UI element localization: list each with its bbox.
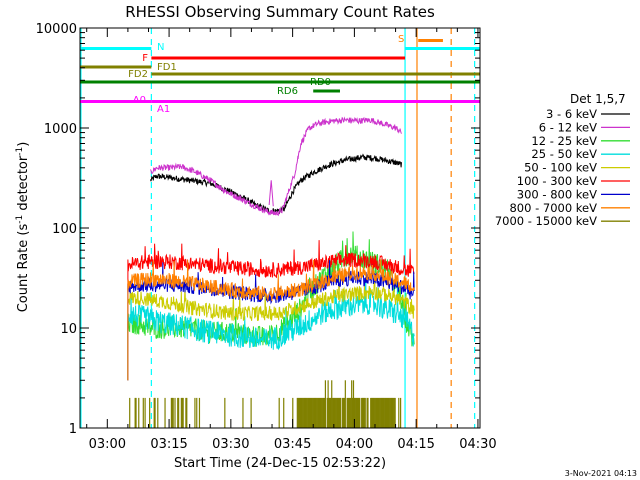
axes-layer: 1 10 100 1000 10000 03:00 03:15 03:30 03:45 04:00… [36, 22, 497, 452]
x-tick-label: 03:30 [212, 437, 249, 452]
legend-entry-label: 25 - 50 keV [531, 147, 597, 161]
series-spike [268, 180, 274, 207]
flag-label-fd2: FD2 [128, 69, 148, 80]
x-tick-label: 04:00 [336, 437, 373, 452]
series-line-7 [127, 259, 415, 381]
y-tick-label: 10 [60, 322, 77, 337]
series-line-0 [150, 153, 402, 215]
y-axis-label-part: detector [16, 155, 31, 215]
flag-label-rd6: RD6 [277, 86, 298, 97]
footer-date: 3-Nov-2021 04:13 [565, 469, 637, 478]
y-axis-label-sup: -1 [15, 147, 25, 156]
flag-label-a1: A1 [157, 104, 170, 115]
series-line-1 [150, 116, 402, 217]
x-tick-label: 03:00 [89, 437, 126, 452]
series-7000-15000-kev [129, 380, 402, 428]
y-axis-label-part: Count Rate (s [16, 224, 31, 313]
flag-label-f: F [142, 53, 148, 64]
x-tick-label: 04:30 [459, 437, 496, 452]
data-layer: N S F FD1 FD2 RD0 RD6 A0 A1 [80, 28, 480, 428]
x-axis-label: Start Time (24-Dec-15 02:53:22) [174, 456, 386, 471]
legend-entry-label: 100 - 300 keV [517, 174, 597, 188]
y-tick-label: 1 [69, 422, 77, 437]
legend-entry-label: 7000 - 15000 keV [495, 214, 597, 228]
y-axis-label-part: ) [16, 142, 31, 147]
series-line-5 [127, 240, 415, 381]
y-tick-label: 100 [52, 222, 77, 237]
y-axis-label: Count Rate (s-1 detector-1) [15, 142, 31, 313]
series-line-4 [127, 272, 415, 381]
series-line-3 [127, 278, 415, 381]
flag-label-a0: A0 [133, 95, 146, 106]
x-tick-label: 04:15 [397, 437, 434, 452]
legend-entry-label: 12 - 25 keV [531, 134, 597, 148]
legend-title: Det 1,5,7 [570, 92, 626, 106]
chart-title: RHESSI Observing Summary Count Rates [125, 3, 435, 21]
flag-label-n: N [157, 42, 164, 53]
x-tick-label: 03:15 [150, 437, 187, 452]
y-tick-label: 10000 [36, 22, 77, 37]
legend-entry-label: 6 - 12 keV [539, 120, 597, 134]
legend-entry-label: 50 - 100 keV [524, 161, 597, 175]
legend-entry-label: 800 - 7000 keV [509, 201, 597, 215]
x-tick-label: 03:45 [274, 437, 311, 452]
flag-label-rd0: RD0 [310, 77, 331, 88]
y-tick-label: 1000 [44, 122, 77, 137]
flag-label-fd1: FD1 [157, 62, 177, 73]
legend-entry-label: 3 - 6 keV [546, 107, 597, 121]
legend-entry-label: 300 - 800 keV [517, 187, 597, 201]
flag-label-s: S [398, 34, 404, 45]
y-axis-label-sup: -1 [15, 215, 25, 224]
